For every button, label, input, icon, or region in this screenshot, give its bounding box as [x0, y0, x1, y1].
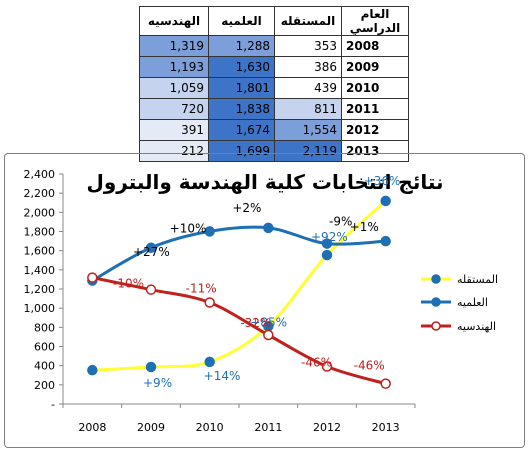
x-tick-label: 2008 [78, 421, 106, 434]
y-tick-label: 200 [34, 379, 55, 392]
header-academic-year: العام الدراسي [341, 6, 409, 36]
header-engineering: الهندسيه [139, 6, 209, 36]
legend-swatch-marker [431, 297, 441, 307]
election-line-chart: نتائج انتخابات كلية الهندسة والبترول - 20… [24, 168, 499, 434]
series-0-point [87, 364, 98, 376]
series-0-point [380, 195, 391, 207]
year-cell: 2011 [341, 98, 409, 120]
engineering-cell: 1,193 [139, 56, 209, 78]
table-row: 1,059 1,801 439 2010 [139, 77, 409, 99]
year-cell: 2008 [341, 35, 409, 57]
series-1-point [263, 222, 274, 234]
engineering-cell: 391 [139, 119, 209, 141]
header-scientific: العلميه [208, 6, 275, 36]
legend-label: المستقله [457, 273, 498, 286]
data-label: -46% [354, 359, 385, 373]
table-row: 212 1,699 2,119 2013 [139, 140, 409, 162]
data-label: +2% [232, 201, 261, 215]
table-row: 391 1,674 1,554 2012 [139, 119, 409, 141]
independent-cell: 386 [274, 56, 342, 78]
x-tick-label: 2013 [372, 421, 400, 434]
independent-cell: 439 [274, 77, 342, 99]
table-row: 720 1,838 811 2011 [139, 98, 409, 120]
series-1-point [204, 226, 215, 237]
data-label: -10% [113, 277, 144, 291]
x-tick-label: 2009 [137, 421, 165, 434]
scientific-cell: 1,699 [208, 140, 275, 162]
results-table: الهندسيه العلميه المستقله العام الدراسي … [139, 6, 409, 162]
legend-label: العلميه [457, 296, 488, 309]
independent-cell: 2,119 [274, 140, 342, 162]
data-label: +9% [143, 376, 172, 390]
series-0-point [204, 356, 215, 368]
y-tick-label: 1,200 [24, 283, 56, 296]
data-label: -32% [240, 316, 271, 330]
series-2-point [204, 297, 215, 308]
y-tick-label: 1,000 [24, 302, 56, 315]
chart-title: نتائج انتخابات كلية الهندسة والبترول [86, 170, 443, 194]
legend-label: الهندسيه [457, 320, 496, 333]
series-1-point [380, 235, 391, 247]
y-tick-label: 400 [34, 360, 55, 373]
scientific-cell: 1,630 [208, 56, 275, 78]
x-tick-label: 2012 [313, 421, 341, 434]
y-tick-label: 1,800 [24, 226, 56, 239]
x-tick-label: 2010 [196, 421, 224, 434]
year-cell: 2009 [341, 56, 409, 78]
year-cell: 2013 [341, 140, 409, 162]
series-0-point [145, 361, 157, 373]
data-label: +14% [204, 369, 241, 383]
data-label: -9% [329, 215, 352, 229]
header-independent: المستقله [274, 6, 342, 36]
data-label: -11% [186, 282, 217, 296]
chart-frame: نتائج انتخابات كلية الهندسة والبترول - 20… [4, 153, 525, 448]
y-tick-label: 1,400 [24, 264, 56, 277]
series-1-point [145, 242, 157, 254]
data-label: +27% [133, 245, 170, 259]
engineering-cell: 1,059 [139, 77, 209, 99]
data-label: +1% [350, 220, 379, 234]
scientific-cell: 1,674 [208, 119, 275, 141]
series-1-point [321, 238, 333, 249]
data-label: +36% [364, 174, 401, 188]
scientific-cell: 1,288 [208, 35, 275, 57]
x-tick-label: 2011 [254, 421, 282, 434]
y-tick-label: - [51, 398, 55, 411]
y-tick-label: 600 [34, 341, 55, 354]
engineering-cell: 212 [139, 140, 209, 162]
series-2-point [87, 272, 98, 283]
year-cell: 2012 [341, 119, 409, 141]
series-2-point [263, 329, 274, 341]
series-2-point [321, 361, 333, 372]
table-row: 1,193 1,630 386 2009 [139, 56, 409, 78]
engineering-cell: 1,319 [139, 35, 209, 57]
data-label: +92% [311, 230, 348, 244]
scientific-cell: 1,838 [208, 98, 275, 120]
data-label: -46% [301, 356, 332, 370]
data-label: +10% [170, 221, 207, 235]
series-2-point [380, 378, 391, 389]
independent-cell: 1,554 [274, 119, 342, 141]
y-tick-label: 2,400 [24, 168, 56, 181]
legend-swatch-marker [431, 321, 441, 331]
y-tick-label: 2,200 [24, 187, 56, 200]
series-0-point [321, 249, 333, 261]
table-row: 1,319 1,288 353 2008 [139, 35, 409, 57]
table-header-row: الهندسيه العلميه المستقله العام الدراسي [139, 6, 409, 36]
independent-cell: 353 [274, 35, 342, 57]
engineering-cell: 720 [139, 98, 209, 120]
scientific-cell: 1,801 [208, 77, 275, 99]
series-2-point [145, 284, 157, 295]
y-tick-label: 1,600 [24, 245, 56, 258]
y-tick-label: 2,000 [24, 206, 56, 219]
independent-cell: 811 [274, 98, 342, 120]
legend-swatch-marker [431, 274, 441, 284]
y-tick-label: 800 [34, 321, 55, 334]
year-cell: 2010 [341, 77, 409, 99]
data-label: +85% [250, 315, 287, 329]
